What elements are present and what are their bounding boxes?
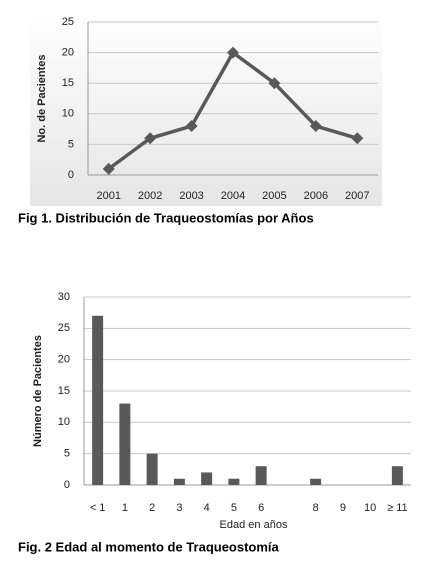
bar — [119, 403, 131, 485]
marker — [227, 46, 239, 59]
y-tick-label: 15 — [62, 77, 74, 89]
marker — [268, 77, 281, 90]
x-tick-label: 2001 — [96, 190, 120, 202]
y-tick-label: 20 — [58, 354, 70, 366]
x-tick-label: 3 — [176, 502, 182, 514]
x-tick-label: 8 — [313, 502, 319, 514]
bar — [391, 466, 403, 485]
x-tick-label: 2005 — [262, 190, 286, 202]
y-tick-label: 10 — [58, 416, 70, 428]
x-tick-label: 2007 — [345, 190, 369, 202]
chart-caption: Fig. 2 Edad al momento de Traqueostomía — [18, 539, 280, 554]
bar — [255, 466, 267, 485]
y-tick-label: 0 — [64, 479, 70, 491]
y-axis-title: No. de Pacientes — [36, 54, 48, 142]
x-tick-label: 2002 — [138, 190, 162, 202]
chart-caption: Fig 1. Distribución de Traqueostomías po… — [18, 210, 314, 225]
y-tick-label: 10 — [62, 108, 74, 120]
x-tick-label: ≥ 11 — [387, 502, 408, 514]
bar — [173, 478, 185, 485]
x-tick-label: 4 — [204, 502, 210, 514]
y-axis-title: Número de Pacientes — [32, 335, 44, 447]
bar — [310, 478, 322, 485]
y-tick-label: 0 — [68, 169, 74, 181]
y-tick-label: 20 — [62, 47, 74, 59]
marker — [351, 132, 364, 145]
x-tick-label: < 1 — [90, 502, 106, 514]
bar — [92, 315, 104, 485]
x-tick-label: 2004 — [221, 190, 245, 202]
x-axis-title: Edad en años — [220, 519, 288, 531]
chart-background — [30, 8, 382, 206]
y-tick-label: 5 — [68, 138, 74, 150]
x-tick-label: 10 — [364, 502, 376, 514]
y-tick-label: 30 — [58, 291, 70, 303]
x-tick-label: 2003 — [179, 190, 203, 202]
y-tick-label: 25 — [58, 322, 70, 334]
bar — [228, 478, 240, 485]
x-tick-label: 6 — [258, 502, 264, 514]
x-tick-label: 9 — [340, 502, 346, 514]
y-tick-label: 25 — [62, 16, 74, 28]
y-tick-label: 5 — [64, 448, 70, 460]
bar — [146, 453, 158, 485]
y-tick-label: 15 — [58, 385, 70, 397]
marker — [144, 132, 157, 145]
x-tick-label: 1 — [122, 502, 128, 514]
x-tick-label: 2006 — [304, 190, 328, 202]
x-tick-label: 5 — [231, 502, 237, 514]
x-tick-label: 2 — [149, 502, 155, 514]
marker — [185, 120, 198, 133]
marker — [102, 162, 115, 175]
marker — [309, 120, 322, 133]
bar — [201, 472, 213, 485]
